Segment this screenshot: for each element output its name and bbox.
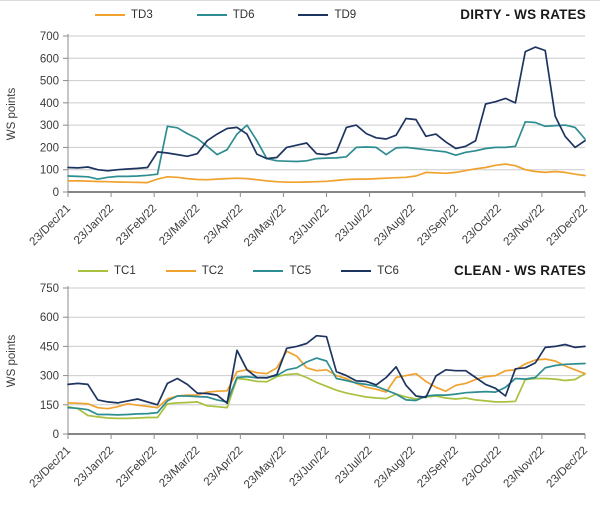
svg-text:23/Dec/22: 23/Dec/22 (545, 203, 591, 249)
svg-text:23/May/22: 23/May/22 (242, 445, 288, 491)
legend-item-TD6: TD6 (196, 9, 255, 21)
svg-text:0: 0 (53, 187, 59, 199)
svg-text:23/Jan/22: 23/Jan/22 (72, 445, 116, 489)
legend-label-TC2: TC2 (201, 265, 224, 277)
svg-text:23/Apr/22: 23/Apr/22 (202, 445, 246, 489)
clean-chart-title: CLEAN - WS RATES (454, 263, 586, 278)
legend-line-swatch-TC6 (341, 270, 372, 272)
legend-item-TD9: TD9 (298, 9, 356, 21)
svg-text:23/Jun/22: 23/Jun/22 (287, 445, 331, 489)
svg-text:150: 150 (40, 400, 59, 412)
legend-item-TC6: TC6 (341, 265, 399, 277)
dirty-ws-rates-line-chart: 0 100 200 300 400 500 600 700 23/Dec/2123/Jan/22… (6, 31, 591, 249)
svg-text:200: 200 (40, 142, 59, 154)
legend-line-swatch-TC1 (78, 270, 108, 272)
svg-text:400: 400 (40, 98, 59, 110)
legend-item-TD3: TD3 (95, 9, 153, 21)
dirty-chart-title: DIRTY - WS RATES (460, 7, 586, 22)
legend-line-swatch-TD6 (196, 14, 227, 16)
svg-text:23/Aug/22: 23/Aug/22 (372, 445, 418, 491)
svg-text:23/Apr/22: 23/Apr/22 (202, 203, 246, 247)
svg-text:23/Jan/22: 23/Jan/22 (72, 203, 116, 247)
dirty-chart-panel: TD3 TD6 TD9 DIRTY - WS RATES 0 100 200 300 400… (0, 1, 600, 260)
clean-ws-rates-line-chart: 0 150 300 450 600 750 23/Dec/2123/Jan/2223/Feb… (6, 283, 591, 491)
svg-text:23/Nov/22: 23/Nov/22 (501, 445, 547, 491)
legend-label-TD6: TD6 (232, 9, 255, 21)
legend-item-TC1: TC1 (78, 265, 136, 277)
svg-text:600: 600 (40, 312, 59, 324)
svg-text:23/Mar/22: 23/Mar/22 (157, 203, 202, 248)
svg-text:23/Aug/22: 23/Aug/22 (372, 203, 418, 249)
legend-label-TD9: TD9 (334, 9, 357, 21)
svg-text:WS points: WS points (6, 88, 18, 141)
legend-line-swatch-TC5 (253, 270, 284, 272)
legend-label-TD3: TD3 (131, 9, 153, 21)
dirty-legend: TD3 TD6 TD9 (95, 9, 356, 21)
svg-text:23/May/22: 23/May/22 (242, 203, 288, 249)
svg-text:500: 500 (40, 76, 59, 88)
svg-text:23/Jul/22: 23/Jul/22 (333, 445, 374, 486)
svg-text:23/Dec/22: 23/Dec/22 (545, 445, 591, 491)
legend-line-swatch-TC2 (165, 270, 196, 272)
svg-text:23/Feb/22: 23/Feb/22 (114, 445, 159, 490)
legend-label-TC5: TC5 (289, 265, 312, 277)
svg-text:WS points: WS points (6, 335, 18, 388)
clean-legend: TC1 TC2 TC5 TC6 (78, 265, 399, 277)
legend-item-TC5: TC5 (253, 265, 311, 277)
legend-line-swatch-TD3 (95, 14, 125, 16)
svg-text:700: 700 (40, 31, 59, 43)
svg-text:23/Oct/22: 23/Oct/22 (460, 203, 504, 247)
legend-line-swatch-TD9 (298, 14, 329, 16)
svg-text:23/Sep/22: 23/Sep/22 (415, 203, 461, 249)
clean-chart-panel: TC1 TC2 TC5 TC6 CLEAN - WS RATES 0 150 300 450… (0, 260, 600, 519)
svg-text:450: 450 (40, 341, 59, 353)
svg-text:0: 0 (53, 429, 59, 441)
svg-text:23/Mar/22: 23/Mar/22 (157, 445, 202, 490)
svg-text:750: 750 (40, 283, 59, 295)
legend-item-TC2: TC2 (165, 265, 224, 277)
svg-text:600: 600 (40, 53, 59, 65)
legend-label-TC6: TC6 (377, 265, 399, 277)
legend-label-TC1: TC1 (114, 265, 136, 277)
svg-text:23/Jul/22: 23/Jul/22 (333, 203, 374, 244)
svg-text:300: 300 (40, 120, 59, 132)
svg-text:23/Dec/21: 23/Dec/21 (28, 445, 74, 491)
svg-text:23/Jun/22: 23/Jun/22 (287, 203, 331, 247)
svg-text:100: 100 (40, 165, 59, 177)
svg-text:23/Nov/22: 23/Nov/22 (501, 203, 547, 249)
svg-text:23/Dec/21: 23/Dec/21 (28, 203, 74, 249)
svg-text:23/Feb/22: 23/Feb/22 (114, 203, 159, 248)
svg-text:23/Oct/22: 23/Oct/22 (460, 445, 504, 489)
svg-text:300: 300 (40, 371, 59, 383)
svg-text:23/Sep/22: 23/Sep/22 (415, 445, 461, 491)
